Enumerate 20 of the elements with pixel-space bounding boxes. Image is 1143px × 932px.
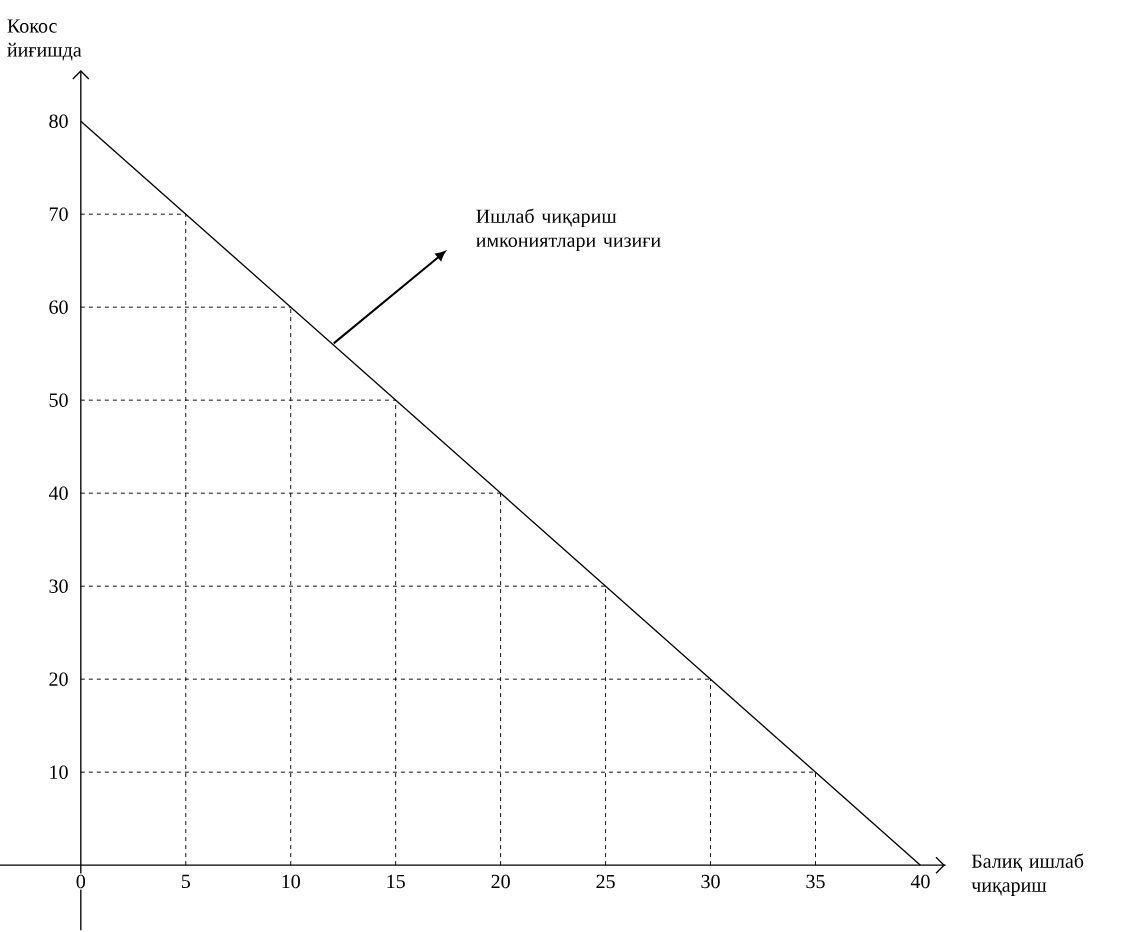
- x-axis-title: Балиқ ишлаб чиқариш: [971, 853, 1084, 896]
- x-tick-label: 20: [491, 874, 510, 889]
- y-tick-label: 10: [50, 765, 68, 779]
- annotation: Ишлаб чиқариш имкониятлари чизиғи: [476, 208, 661, 251]
- y-tick-label: 80: [49, 114, 68, 128]
- x-tick-label: 5: [181, 874, 190, 888]
- x-tick-label: 25: [596, 874, 615, 889]
- y-tick-label: 50: [49, 393, 68, 407]
- x-tick-label: 0: [76, 874, 86, 889]
- x-tick-label: 40: [910, 874, 930, 889]
- x-tick-label: 35: [806, 874, 825, 889]
- x-tick-label: 15: [387, 874, 405, 889]
- y-tick-label: 60: [49, 300, 68, 314]
- x-tick-label: 10: [282, 874, 300, 889]
- y-tick-label: 70: [49, 207, 68, 221]
- y-tick-label: 20: [49, 672, 68, 686]
- x-tick-label: 30: [701, 874, 720, 889]
- y-tick-label: 30: [49, 579, 68, 593]
- y-axis-title: Кокос йиғишда: [7, 19, 82, 61]
- y-tick-label: 40: [48, 486, 68, 500]
